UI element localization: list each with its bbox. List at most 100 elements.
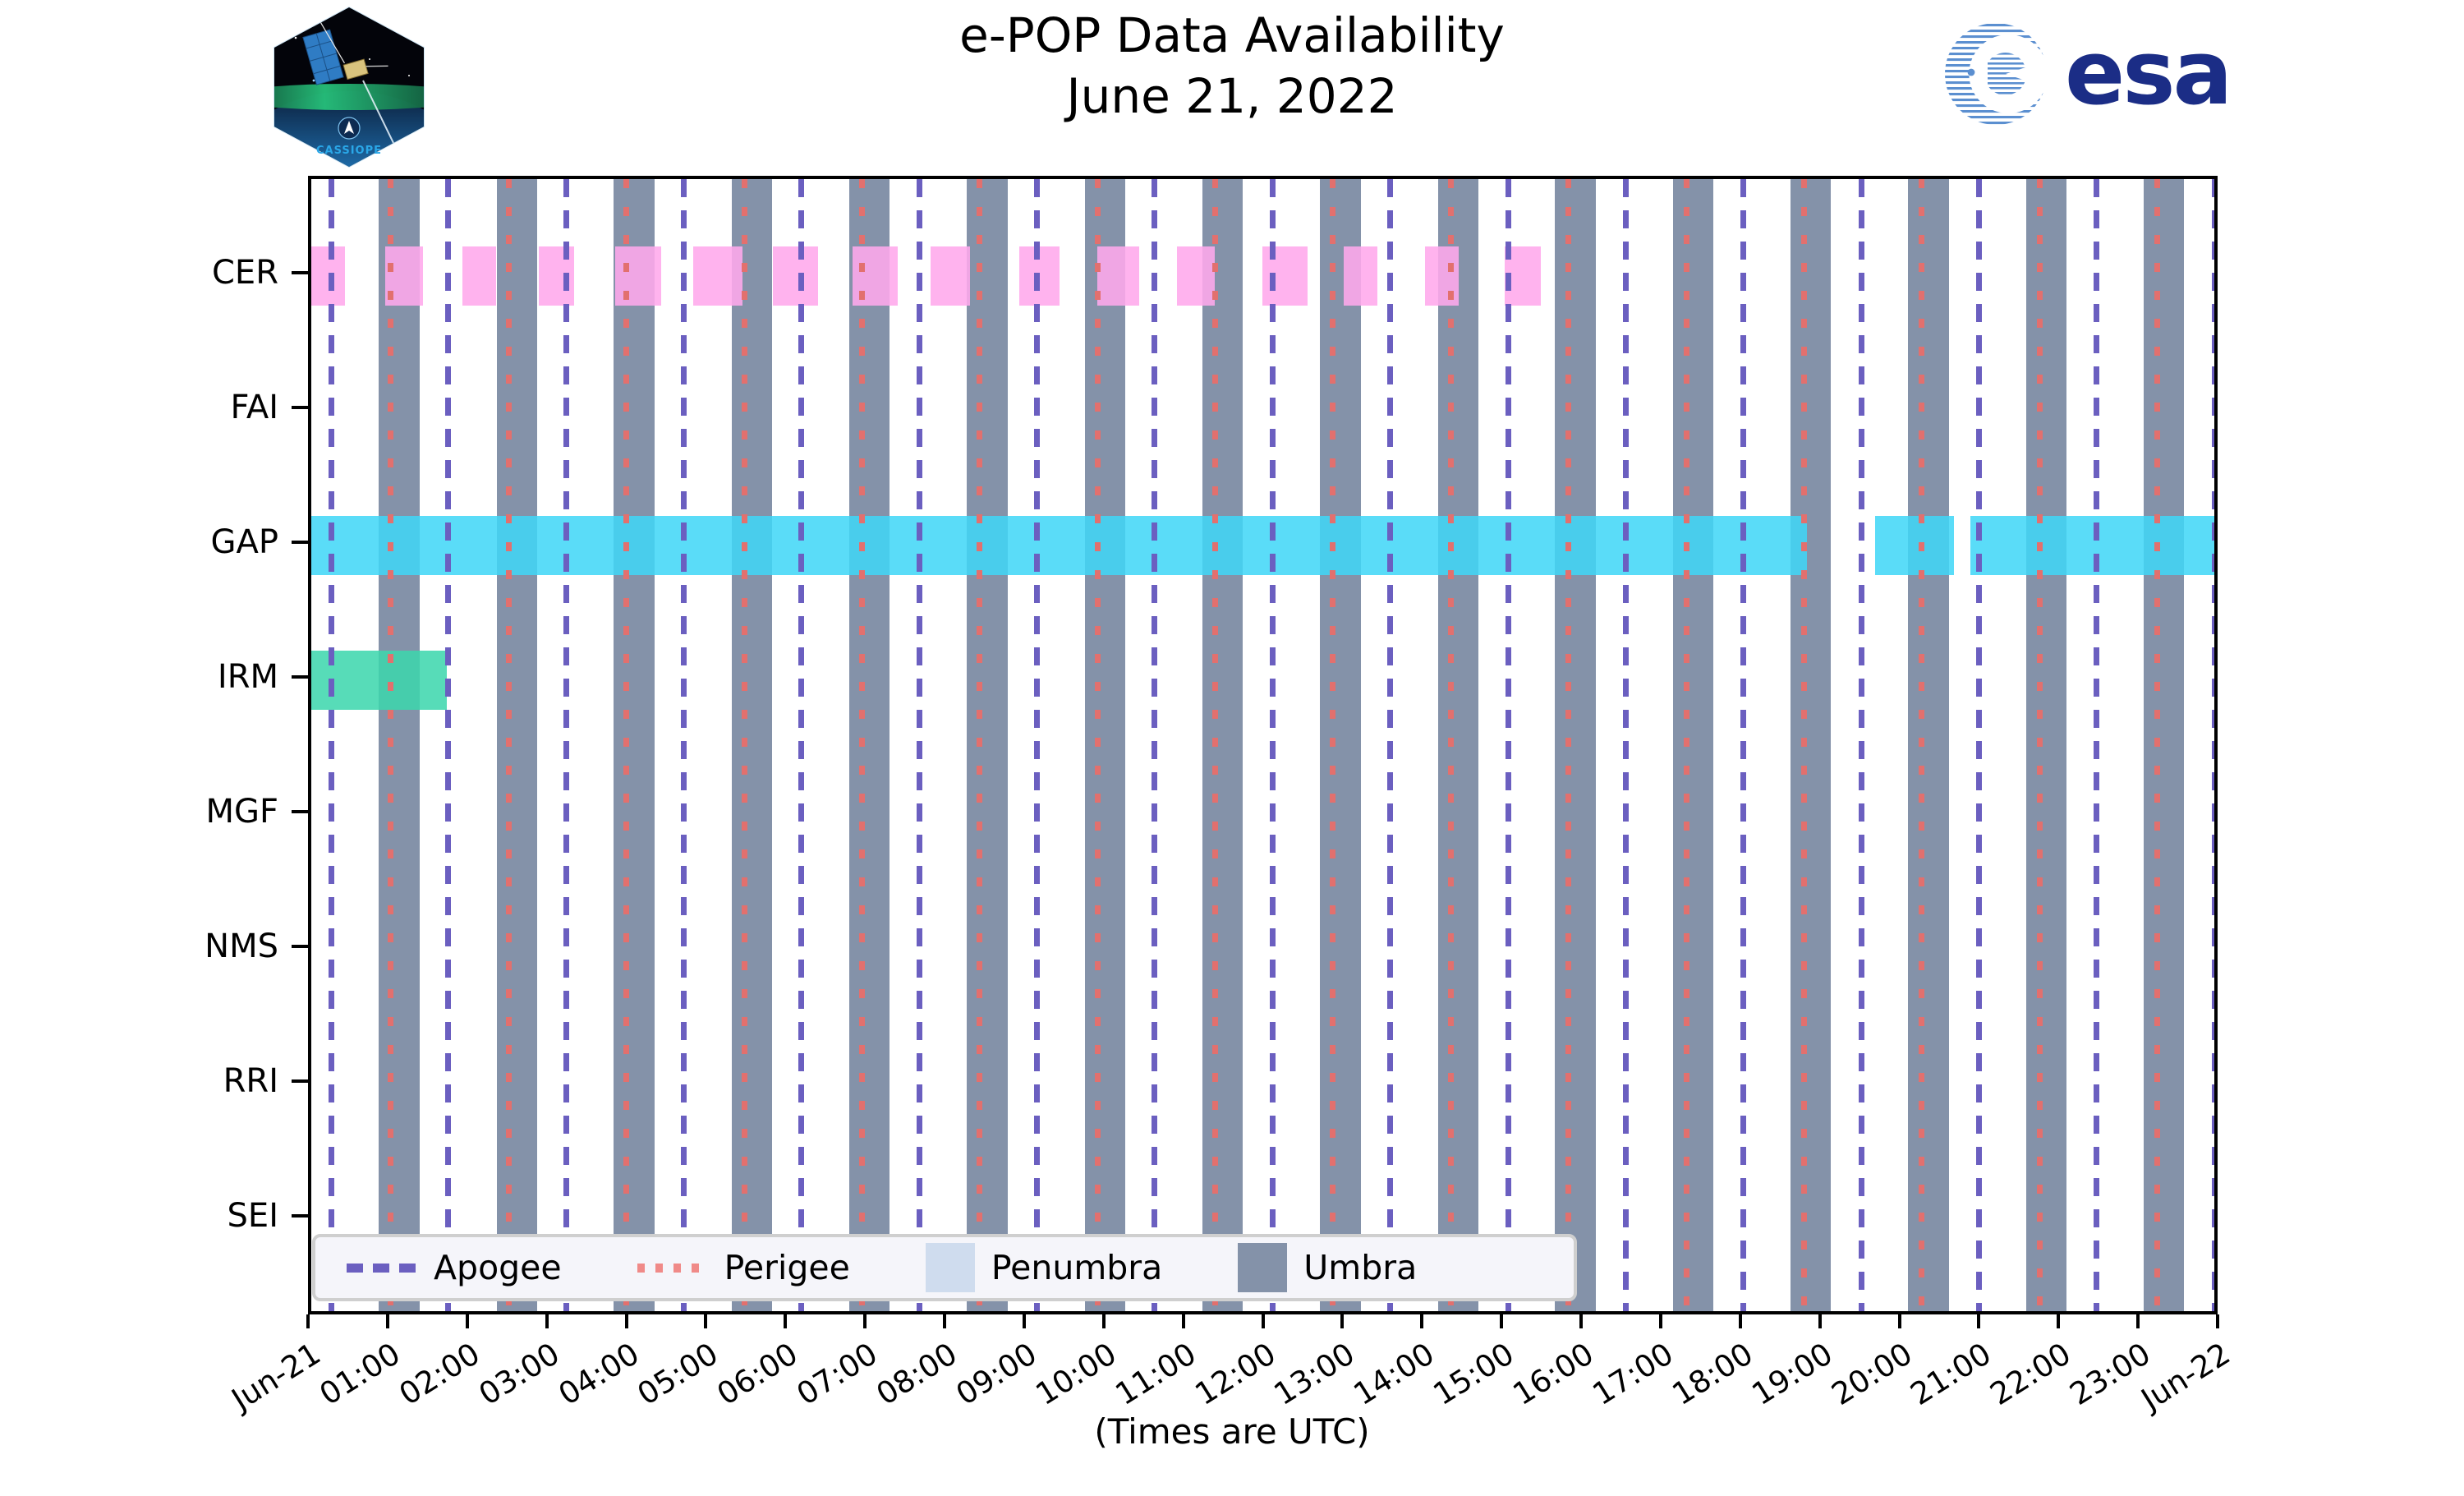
apogee-line	[680, 179, 687, 1311]
umbra-band	[2144, 179, 2185, 1311]
esa-emblem-dot	[1967, 68, 1975, 76]
umbra-band	[848, 179, 890, 1311]
perigee-line	[1330, 179, 1336, 1311]
x-tick-mark	[2216, 1314, 2219, 1328]
x-tick-mark	[1977, 1314, 1981, 1328]
umbra-swatch-icon	[1238, 1243, 1288, 1292]
data-bar-cer	[1177, 246, 1215, 306]
x-tick-mark	[2057, 1314, 2061, 1328]
umbra-band	[1790, 179, 1832, 1311]
data-bar-cer	[1344, 246, 1378, 306]
perigee-line	[1447, 179, 1454, 1311]
y-tick-mark	[292, 406, 308, 410]
data-bar-cer	[772, 246, 819, 306]
perigee-line	[623, 179, 630, 1311]
x-tick-mark	[1340, 1314, 1345, 1328]
perigee-line	[741, 179, 747, 1311]
umbra-band	[496, 179, 538, 1311]
legend-label: Apogee	[434, 1248, 562, 1287]
x-tick-mark	[1261, 1314, 1265, 1328]
legend-item-umbra[interactable]: Umbra	[1238, 1243, 1417, 1292]
x-tick-mark	[1658, 1314, 1662, 1328]
apogee-line	[1858, 179, 1864, 1311]
x-tick-mark	[545, 1314, 549, 1328]
perigee-line	[858, 179, 865, 1311]
y-tick-label-sei: SEI	[227, 1197, 278, 1236]
data-bar-cer	[615, 246, 662, 306]
y-tick-label-nms: NMS	[205, 928, 278, 966]
apogee-line	[1622, 179, 1629, 1311]
umbra-band	[614, 179, 655, 1311]
x-axis-label: (Times are UTC)	[1094, 1411, 1370, 1452]
apogee-line	[1740, 179, 1747, 1311]
x-tick-mark	[1022, 1314, 1026, 1328]
perigee-dotted-line-icon	[637, 1263, 708, 1273]
apogee-line	[1387, 179, 1394, 1311]
apogee-line	[1269, 179, 1276, 1311]
penumbra-swatch-icon	[925, 1243, 975, 1292]
timeline-plot-area	[308, 176, 2218, 1314]
cassiope-logo: CASSIOPE	[271, 5, 427, 169]
apogee-dashed-line-icon	[347, 1263, 417, 1273]
x-tick-mark	[306, 1314, 310, 1328]
esa-emblem-icon	[1944, 22, 2044, 125]
legend-item-penumbra[interactable]: Penumbra	[925, 1243, 1162, 1292]
umbra-band	[967, 179, 1008, 1311]
umbra-band	[1320, 179, 1361, 1311]
legend-item-apogee[interactable]: Apogee	[347, 1248, 562, 1287]
apogee-line	[328, 179, 334, 1311]
perigee-line	[1565, 179, 1572, 1311]
perigee-line	[505, 179, 512, 1311]
x-tick-mark	[624, 1314, 628, 1328]
y-tick-mark	[292, 945, 308, 949]
cassiope-logo-caption: CASSIOPE	[316, 145, 382, 157]
data-bar-gap	[311, 516, 1808, 576]
legend-item-perigee[interactable]: Perigee	[637, 1248, 850, 1287]
apogee-line	[1505, 179, 1511, 1311]
umbra-band	[1202, 179, 1243, 1311]
esa-wordmark: esa	[2065, 22, 2232, 125]
umbra-band	[379, 179, 420, 1311]
y-tick-label-cer: CER	[212, 254, 278, 292]
x-tick-mark	[1579, 1314, 1583, 1328]
x-tick-mark	[1101, 1314, 1106, 1328]
umbra-band	[1672, 179, 1713, 1311]
umbra-band	[1555, 179, 1596, 1311]
figure-header: CASSIOPE e-POP Data Availability June 21…	[0, 0, 2464, 173]
perigee-line	[2036, 179, 2043, 1311]
esa-logo: esa	[1938, 16, 2300, 131]
perigee-line	[1212, 179, 1218, 1311]
x-tick-mark	[1897, 1314, 1901, 1328]
data-bar-gap	[1970, 516, 2214, 576]
apogee-line	[2094, 179, 2100, 1311]
y-tick-label-rri: RRI	[223, 1062, 278, 1101]
plot-inner	[311, 179, 2214, 1311]
legend[interactable]: Apogee Perigee Penumbra Umbra	[312, 1234, 1577, 1301]
x-tick-mark	[1500, 1314, 1504, 1328]
y-tick-label-mgf: MGF	[205, 793, 278, 831]
apogee-line	[1152, 179, 1158, 1311]
x-tick-mark	[784, 1314, 788, 1328]
umbra-band	[1437, 179, 1479, 1311]
umbra-band	[2025, 179, 2067, 1311]
apogee-line	[916, 179, 922, 1311]
perigee-line	[2154, 179, 2160, 1311]
apogee-line	[1976, 179, 1982, 1311]
apogee-line	[563, 179, 569, 1311]
x-tick-mark	[2136, 1314, 2140, 1328]
data-bar-cer	[311, 246, 345, 306]
cassiope-logo-svg: CASSIOPE	[274, 6, 425, 168]
apogee-line	[2211, 179, 2214, 1311]
umbra-band	[731, 179, 772, 1311]
y-tick-mark	[292, 1214, 308, 1218]
data-bar-cer	[693, 246, 743, 306]
y-tick-mark	[292, 271, 308, 275]
y-tick-label-irm: IRM	[217, 658, 278, 697]
legend-label: Perigee	[724, 1248, 850, 1287]
x-tick-mark	[863, 1314, 867, 1328]
x-tick-mark	[1420, 1314, 1424, 1328]
x-tick-mark	[943, 1314, 946, 1328]
perigee-line	[1094, 179, 1101, 1311]
x-tick-mark	[1818, 1314, 1822, 1328]
